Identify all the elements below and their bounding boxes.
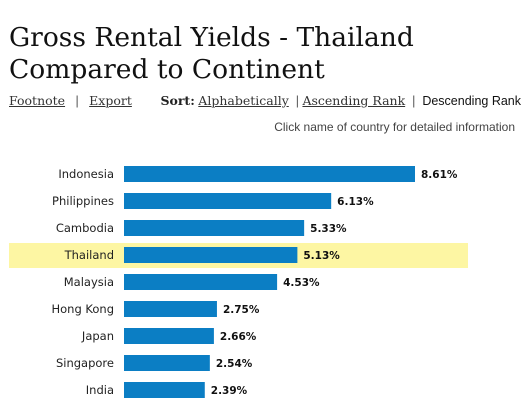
value-label-cambodia: 5.33% — [310, 223, 347, 235]
country-label-japan[interactable]: Japan — [81, 329, 114, 343]
bar-philippines — [124, 193, 332, 209]
bar-singapore — [124, 355, 210, 371]
value-label-japan: 2.66% — [220, 331, 257, 343]
bar-japan — [124, 328, 214, 344]
bar-indonesia — [124, 166, 415, 182]
country-label-indonesia[interactable]: Indonesia — [58, 167, 114, 181]
country-label-singapore[interactable]: Singapore — [56, 356, 114, 370]
sort-ascending-link[interactable]: Ascending Rank — [302, 93, 406, 108]
country-label-cambodia[interactable]: Cambodia — [56, 221, 114, 235]
separator: | — [408, 94, 419, 108]
bar-india — [124, 382, 205, 398]
sort-descending-current: Descending Rank — [422, 94, 521, 108]
value-label-singapore: 2.54% — [216, 358, 253, 370]
value-label-hong-kong: 2.75% — [223, 304, 260, 316]
toolbar: Footnote | Export Sort: Alphabetically |… — [9, 93, 521, 111]
value-label-malaysia: 4.53% — [283, 277, 320, 289]
bar-cambodia — [124, 220, 305, 236]
bar-malaysia — [124, 274, 278, 290]
bar-hong-kong — [124, 301, 217, 317]
export-link[interactable]: Export — [89, 93, 132, 108]
value-label-indonesia: 8.61% — [421, 169, 458, 181]
country-label-hong-kong[interactable]: Hong Kong — [51, 302, 114, 316]
value-label-philippines: 6.13% — [337, 196, 374, 208]
footnote-link[interactable]: Footnote — [9, 93, 66, 108]
country-label-philippines[interactable]: Philippines — [52, 194, 114, 208]
title-line-2: Compared to Continent — [9, 54, 325, 85]
country-label-thailand[interactable]: Thailand — [64, 248, 114, 262]
separator: | — [68, 94, 86, 108]
value-label-thailand: 5.13% — [303, 250, 340, 262]
title-line-1: Gross Rental Yields - Thailand — [9, 22, 414, 53]
sort-alphabetically-link[interactable]: Alphabetically — [198, 93, 289, 108]
action-links: Footnote | Export — [9, 93, 132, 108]
country-label-india[interactable]: India — [86, 383, 114, 397]
value-label-india: 2.39% — [211, 385, 248, 397]
sort-controls: Sort: Alphabetically | Ascending Rank | … — [160, 93, 521, 108]
instruction-text: Click name of country for detailed infor… — [274, 120, 515, 134]
bar-thailand — [124, 247, 298, 263]
sort-label: Sort: — [160, 93, 195, 108]
country-label-malaysia[interactable]: Malaysia — [64, 275, 114, 289]
chart-title: Gross Rental Yields - Thailand Compared … — [9, 22, 414, 86]
separator: | — [292, 94, 303, 108]
